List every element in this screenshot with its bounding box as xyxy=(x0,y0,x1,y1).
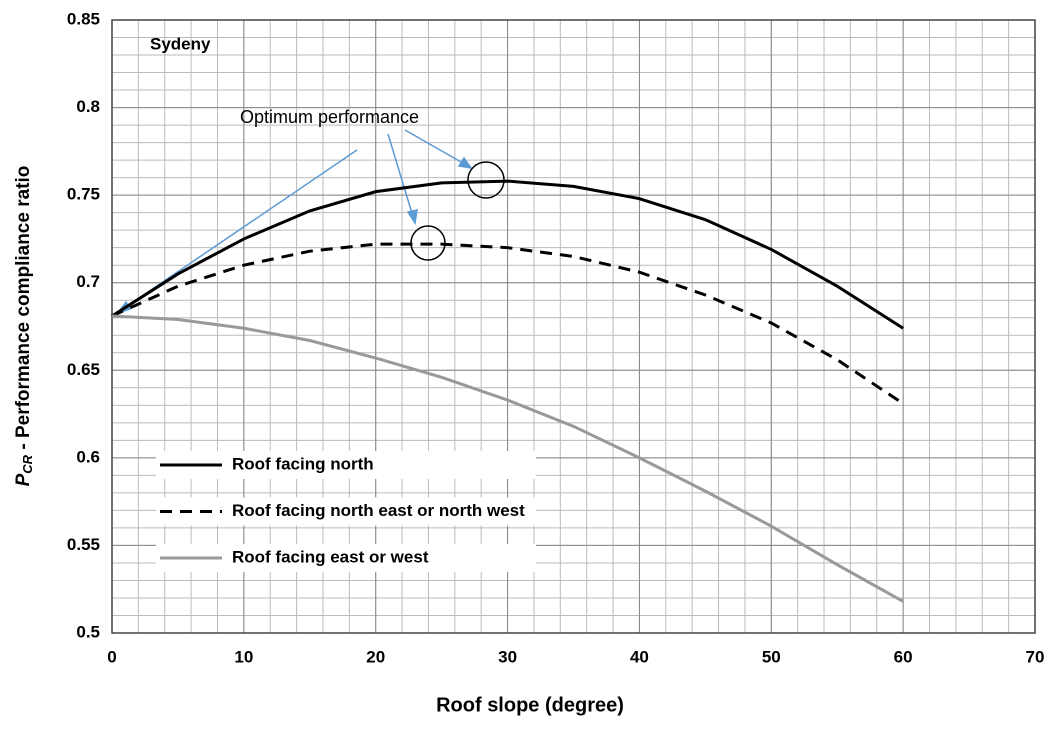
y-tick-label: 0.65 xyxy=(67,360,100,379)
y-label-symbol: P xyxy=(13,473,34,486)
x-tick-label: 20 xyxy=(366,647,385,666)
legend-label: Roof facing north east or north west xyxy=(232,501,525,520)
y-label-subscript: CR xyxy=(20,454,35,473)
y-tick-label: 0.5 xyxy=(76,622,100,641)
series-line xyxy=(111,242,904,405)
x-tick-label: 40 xyxy=(630,647,649,666)
y-tick-label: 0.55 xyxy=(67,535,100,554)
y-label-text: - Performance compliance ratio xyxy=(13,166,34,455)
x-tick-label: 60 xyxy=(894,647,913,666)
series-line xyxy=(111,314,904,603)
y-tick-label: 0.8 xyxy=(76,97,100,116)
x-tick-label: 50 xyxy=(762,647,781,666)
series-line xyxy=(111,179,904,330)
x-tick-label: 30 xyxy=(498,647,517,666)
y-tick-label: 0.7 xyxy=(76,272,100,291)
x-tick-label: 0 xyxy=(107,647,116,666)
arrow xyxy=(387,133,415,221)
arrow xyxy=(404,129,469,167)
annotation: Optimum performance xyxy=(240,107,419,127)
x-tick-label: 70 xyxy=(1026,647,1045,666)
annotation-arrows xyxy=(116,129,473,315)
x-axis-label: Roof slope (degree) xyxy=(436,694,624,716)
plot-frame xyxy=(111,19,1036,634)
legend-bg xyxy=(156,497,536,526)
y-tick-label: 0.6 xyxy=(76,447,100,466)
legend-label: Roof facing north xyxy=(232,454,374,473)
y-axis-label: PCR - Performance compliance ratio xyxy=(13,166,35,487)
x-tick-label: 10 xyxy=(234,647,253,666)
arrow-head xyxy=(406,209,418,226)
legend-label: Roof facing east or west xyxy=(232,547,429,566)
arrow-head xyxy=(457,156,473,170)
y-tick-label: 0.75 xyxy=(67,185,100,204)
chart-title: Sydeny xyxy=(150,34,211,53)
y-tick-label: 0.85 xyxy=(67,9,100,28)
